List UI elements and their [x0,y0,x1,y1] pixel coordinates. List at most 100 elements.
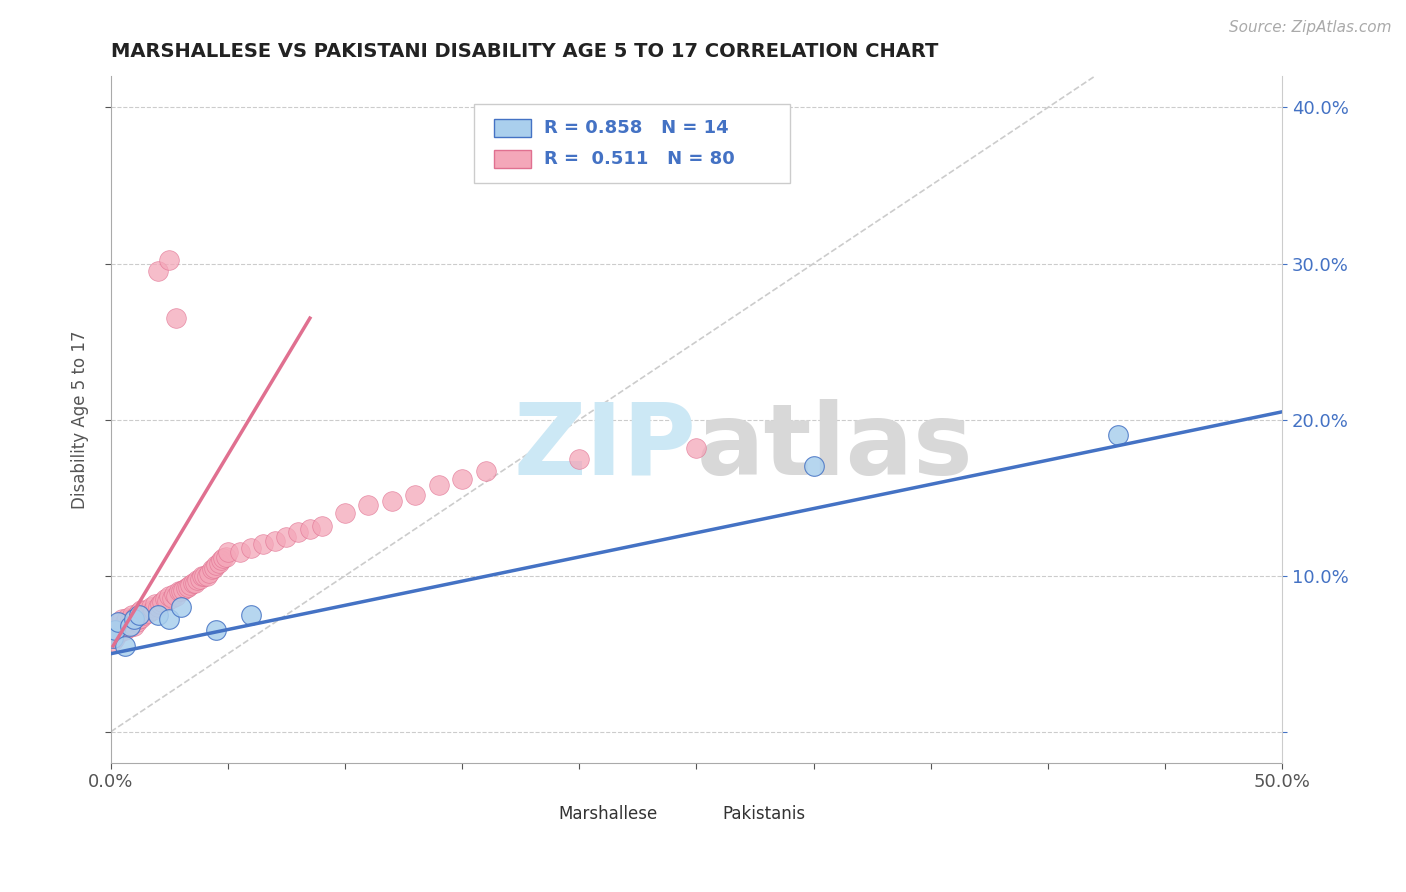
Point [132,607,155,622]
Text: Source: ZipAtlas.com: Source: ZipAtlas.com [1229,20,1392,35]
Point [205,558,228,572]
Point [214,549,236,564]
Point [146,599,169,614]
Point [170,599,193,614]
Text: atlas: atlas [696,399,973,496]
Point [205,624,228,638]
Text: ZIP: ZIP [513,399,696,496]
Point [357,499,380,513]
Point [209,553,232,567]
Point [111,622,134,636]
Point [104,624,127,638]
Point [207,556,229,570]
Point [122,618,145,632]
Point [474,464,496,478]
Point [188,572,211,586]
Point [186,574,208,588]
Point [139,599,162,614]
FancyBboxPatch shape [494,150,531,168]
Point [101,631,124,645]
Point [170,584,193,599]
Point [179,578,201,592]
FancyBboxPatch shape [474,103,790,183]
Point [803,459,825,474]
FancyBboxPatch shape [494,120,531,137]
Point [107,615,129,630]
Point [263,534,285,549]
Point [108,615,131,630]
Point [114,639,136,653]
Point [135,603,157,617]
FancyBboxPatch shape [690,807,717,822]
Point [118,618,141,632]
Point [136,606,159,620]
Point [143,597,166,611]
Point [311,518,333,533]
Point [153,592,176,607]
Point [128,612,150,626]
Point [217,545,239,559]
Point [104,624,127,638]
Point [184,576,207,591]
Point [118,612,141,626]
Point [146,264,169,278]
Point [101,634,124,648]
Point [163,587,186,601]
Point [128,605,150,619]
Point [121,607,143,622]
Point [150,595,173,609]
Point [108,624,131,639]
Point [333,506,356,520]
Point [228,545,250,559]
Point [114,624,136,638]
Text: R = 0.858   N = 14: R = 0.858 N = 14 [544,120,728,137]
Point [174,581,197,595]
Text: MARSHALLESE VS PAKISTANI DISABILITY AGE 5 TO 17 CORRELATION CHART: MARSHALLESE VS PAKISTANI DISABILITY AGE … [111,42,938,61]
Point [118,620,141,634]
Point [125,607,148,622]
Point [165,311,187,326]
Point [125,615,148,630]
Point [240,541,263,555]
Point [129,611,152,625]
Text: R =  0.511   N = 80: R = 0.511 N = 80 [544,150,735,168]
Point [157,612,180,626]
Point [128,607,150,622]
Point [142,603,165,617]
Point [276,530,298,544]
Point [101,628,124,642]
Point [381,493,404,508]
Point [212,551,235,566]
Point [298,522,321,536]
Point [122,612,145,626]
Point [685,441,707,455]
Point [451,472,474,486]
Point [200,562,222,576]
Point [181,576,204,591]
Point [172,582,194,597]
Point [107,626,129,640]
Point [177,580,200,594]
Point [404,487,426,501]
Point [156,593,179,607]
Point [115,618,138,632]
Point [191,568,214,582]
Point [146,607,169,622]
Point [240,607,263,622]
Point [160,591,183,605]
Point [287,524,309,539]
Point [121,615,143,630]
Point [107,618,129,632]
Point [252,537,274,551]
Point [111,612,134,626]
FancyBboxPatch shape [527,807,553,822]
Point [195,568,218,582]
Point [115,611,138,625]
Y-axis label: Disability Age 5 to 17: Disability Age 5 to 17 [72,330,89,508]
Point [568,451,591,466]
Point [198,566,221,580]
Point [202,561,225,575]
Point [104,631,127,645]
Point [193,568,215,582]
Point [427,478,450,492]
